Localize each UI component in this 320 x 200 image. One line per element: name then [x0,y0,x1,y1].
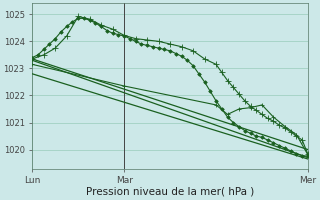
X-axis label: Pression niveau de la mer( hPa ): Pression niveau de la mer( hPa ) [86,187,254,197]
